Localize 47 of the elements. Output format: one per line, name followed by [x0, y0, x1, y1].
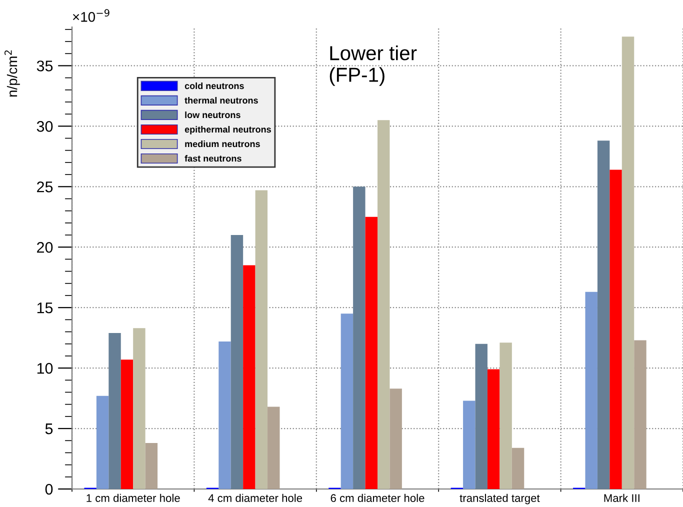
y-tick-label: 10 [37, 362, 53, 374]
legend-label: low neutrons [185, 111, 240, 118]
legend-label: medium neutrons [185, 140, 260, 148]
y-tick-label: 15 [37, 302, 53, 314]
bar [378, 120, 390, 489]
bar [597, 140, 610, 489]
y-tick-label: 0 [45, 484, 53, 495]
bar [500, 342, 512, 489]
text: ×10$^{−9}$ [72, 9, 110, 22]
legend-label: cold neutrons [184, 82, 244, 90]
bar [585, 292, 598, 489]
bar [487, 369, 500, 489]
bar [365, 216, 378, 489]
bar [340, 314, 354, 489]
x-tick-label: 6 cm diameter hole [330, 494, 424, 502]
x-tick-label: 4 cm diameter hole [208, 494, 302, 502]
bar [218, 341, 231, 489]
bar [145, 443, 158, 489]
y-tick-label: 35 [36, 60, 53, 72]
bar [353, 186, 366, 489]
y-tick-label: 20 [37, 242, 53, 253]
y-tick-label: 25 [37, 182, 53, 192]
legend-label: fast neutrons [184, 155, 242, 162]
bar [255, 190, 268, 489]
bar [96, 396, 109, 489]
bar [268, 406, 280, 489]
bar [390, 388, 402, 489]
x-tick-label: Mark III [604, 494, 640, 502]
y-tick-label: 30 [36, 121, 53, 132]
bar [475, 344, 488, 489]
y-tick-label: 5 [45, 424, 53, 434]
bar [108, 332, 121, 489]
bar [230, 235, 244, 489]
legend-label: thermal neutrons [184, 96, 258, 104]
bar [243, 265, 256, 489]
bar [512, 448, 524, 489]
bar [610, 170, 622, 489]
bar [622, 36, 634, 489]
bar [120, 360, 134, 489]
text: Lower tier (FP-1) [330, 45, 417, 86]
y-axis-title: n/p/cm$^{2}$ [4, 50, 20, 97]
x-tick-label: 1 cm diameter hole [86, 494, 180, 502]
bar [463, 400, 476, 489]
legend-label: epithermal neutrons [184, 126, 271, 134]
bar [133, 328, 146, 489]
x-tick-label: translated target [460, 494, 540, 504]
bar [634, 340, 646, 489]
